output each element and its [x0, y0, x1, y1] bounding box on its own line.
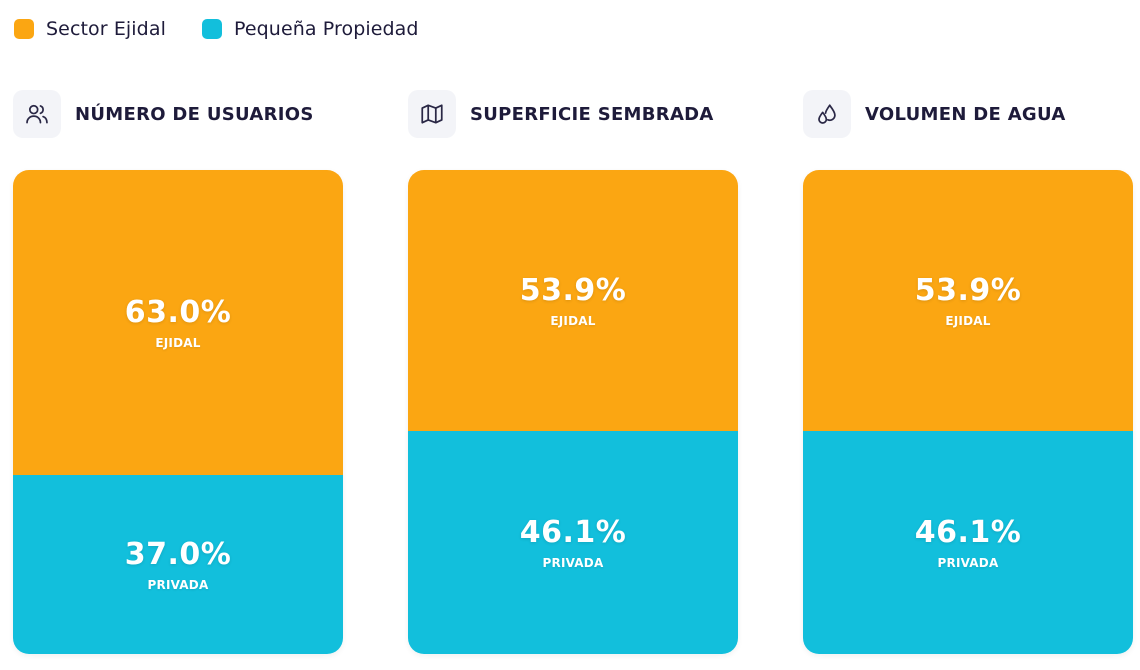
data-label-name-privada: PRIVADA [542, 555, 604, 570]
legend-swatch-privada [201, 19, 222, 39]
stacked-bar-superficie: 53.9% EJIDAL 46.1% PRIVADA [408, 170, 738, 654]
panel-header-agua: VOLUMEN DE AGUA [803, 88, 1135, 140]
bar-segment-privada[interactable]: 46.1% PRIVADA [408, 430, 738, 654]
data-label-name-privada: PRIVADA [937, 555, 999, 570]
legend-item-ejidal[interactable]: Sector Ejidal [14, 18, 166, 40]
legend-label-privada: Pequeña Propiedad [233, 18, 419, 40]
panel-superficie: SUPERFICIE SEMBRADA 53.9% EJIDAL 46.1% P… [408, 88, 740, 654]
legend-swatch-ejidal [14, 19, 34, 39]
stacked-bar-agua: 53.9% EJIDAL 46.1% PRIVADA [803, 170, 1133, 654]
panel-title-superficie: SUPERFICIE SEMBRADA [470, 103, 714, 125]
data-label-value-ejidal: 53.9% [519, 272, 627, 308]
data-label-name-ejidal: EJIDAL [945, 313, 991, 328]
stacked-bar-usuarios: 63.0% EJIDAL 37.0% PRIVADA [13, 170, 343, 654]
data-label-value-ejidal: 63.0% [124, 294, 232, 330]
panel-agua: VOLUMEN DE AGUA 53.9% EJIDAL 46.1% PRIVA… [803, 88, 1135, 654]
water-drops-icon [803, 90, 851, 138]
users-icon [13, 90, 61, 138]
data-label-name-privada: PRIVADA [147, 577, 209, 592]
panel-title-usuarios: NÚMERO DE USUARIOS [75, 103, 314, 125]
map-icon [408, 90, 456, 138]
bar-segment-ejidal[interactable]: 63.0% EJIDAL [13, 170, 343, 475]
panel-usuarios: NÚMERO DE USUARIOS 63.0% EJIDAL 37.0% PR… [13, 88, 345, 654]
panel-title-agua: VOLUMEN DE AGUA [865, 103, 1066, 125]
bar-segment-privada[interactable]: 37.0% PRIVADA [13, 474, 343, 654]
data-label-value-ejidal: 53.9% [914, 272, 1022, 308]
bar-segment-ejidal[interactable]: 53.9% EJIDAL [803, 170, 1133, 431]
panel-header-usuarios: NÚMERO DE USUARIOS [13, 88, 345, 140]
bar-segment-privada[interactable]: 46.1% PRIVADA [803, 430, 1133, 654]
bar-segment-ejidal[interactable]: 53.9% EJIDAL [408, 170, 738, 431]
data-label-name-ejidal: EJIDAL [155, 335, 201, 350]
panel-header-superficie: SUPERFICIE SEMBRADA [408, 88, 740, 140]
data-label-value-privada: 46.1% [519, 514, 627, 550]
legend-item-privada[interactable]: Pequeña Propiedad [201, 18, 419, 40]
legend: Sector Ejidal Pequeña Propiedad [14, 18, 419, 40]
data-label-value-privada: 37.0% [124, 536, 232, 572]
data-label-value-privada: 46.1% [914, 514, 1022, 550]
data-label-name-ejidal: EJIDAL [550, 313, 596, 328]
legend-label-ejidal: Sector Ejidal [46, 18, 166, 40]
